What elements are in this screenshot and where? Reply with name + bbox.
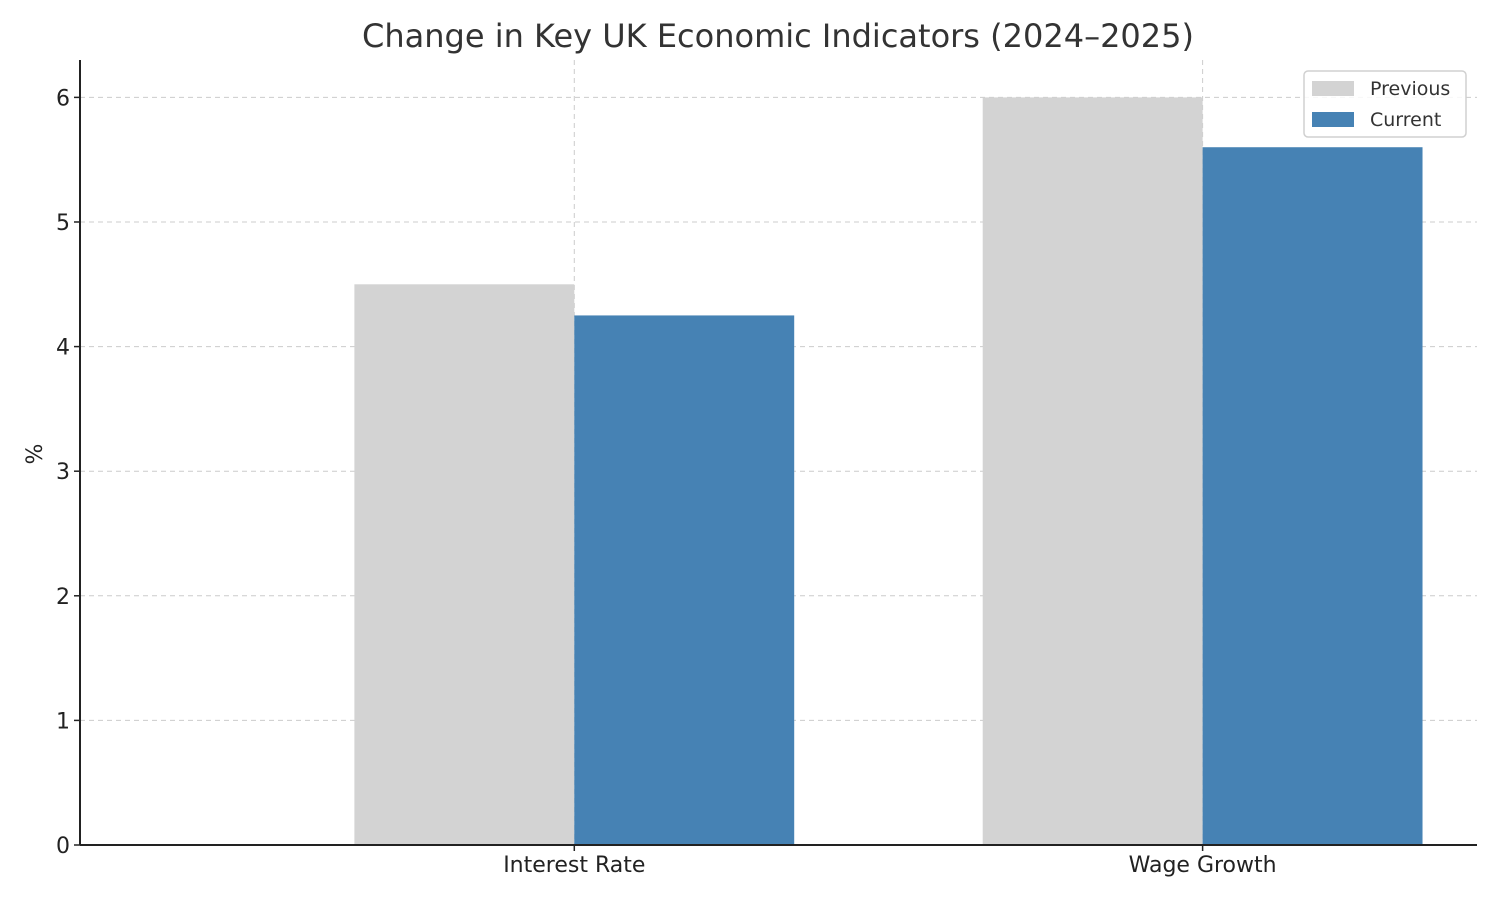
y-tick-label: 3 [56,460,70,485]
bar-current-interest-rate [574,315,795,845]
legend-swatch-previous [1312,81,1354,96]
y-tick-label: 0 [56,834,70,859]
y-tick-label: 4 [56,336,70,361]
y-tick-label: 2 [56,585,70,610]
y-tick-label: 6 [56,86,70,111]
axes-layer [79,60,1477,846]
y-tick-label: 5 [56,211,70,236]
legend: Previous Current [1303,70,1467,138]
legend-label-previous: Previous [1370,78,1450,100]
y-tick-label: 1 [56,709,70,734]
chart-title: Change in Key UK Economic Indicators (20… [362,17,1194,55]
y-axis-label: % [23,444,48,465]
x-tick-label: Interest Rate [503,853,645,878]
bars-layer [354,97,1423,845]
legend-label-current: Current [1370,109,1441,131]
bar-previous-interest-rate [354,284,575,845]
bar-current-wage-growth [1202,147,1423,845]
ticks-layer: 0 1 2 3 4 5 6 Interest Rate Wage Growth [56,86,1277,878]
bar-previous-wage-growth [982,97,1203,845]
legend-swatch-current [1312,112,1354,127]
x-tick-label: Wage Growth [1129,853,1277,878]
